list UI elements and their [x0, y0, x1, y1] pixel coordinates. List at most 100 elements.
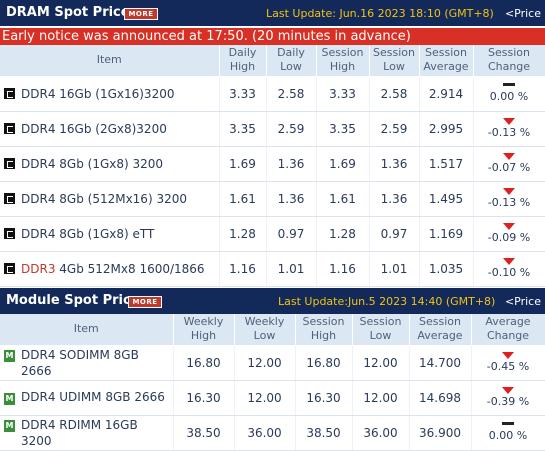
chip-icon — [4, 157, 15, 169]
session-high: 38.50 — [295, 415, 353, 451]
session-high: 3.35 — [316, 111, 370, 147]
down-arrow-icon — [503, 222, 515, 230]
col-weekly-low: Weekly Low — [234, 314, 296, 346]
module-price-link[interactable]: <Price — [504, 295, 541, 308]
item-cell[interactable]: M DDR4 RDIMM 16GB 3200 — [0, 415, 174, 451]
weekly-low: 36.00 — [234, 415, 296, 451]
dram-section-title: DRAM Spot Price — [6, 5, 130, 20]
flat-dash-icon — [503, 83, 515, 86]
dram-price-link[interactable]: <Price — [504, 7, 541, 20]
chip-icon — [4, 262, 15, 274]
session-average: 1.495 — [419, 181, 474, 217]
daily-low: 2.59 — [266, 111, 317, 147]
session-low: 2.58 — [369, 76, 420, 112]
col-session-low: Session Low — [369, 45, 420, 77]
session-high: 16.80 — [295, 345, 353, 381]
daily-high: 1.16 — [219, 251, 267, 287]
session-change: 0.00 % — [473, 76, 545, 112]
session-low: 12.00 — [352, 380, 410, 416]
module-header-bar: Module Spot Price MORE Last Update:Jun.5… — [0, 288, 545, 314]
table-row[interactable]: DDR4 16Gb (2Gx8)3200 3.35 2.59 3.35 2.59… — [0, 111, 545, 147]
session-high: 1.61 — [316, 181, 370, 217]
table-row[interactable]: DDR3 4Gb 512Mx8 1600/1866 1.16 1.01 1.16… — [0, 251, 545, 287]
down-arrow-icon — [503, 187, 515, 195]
early-notice-banner[interactable]: Early notice was announced at 17:50. (20… — [0, 28, 545, 45]
item-name[interactable]: DDR4 8Gb (1Gx8) 3200 — [21, 156, 164, 171]
session-low: 1.01 — [369, 251, 420, 287]
session-high: 16.30 — [295, 380, 353, 416]
item-name[interactable]: 4Gb 512Mx8 1600/1866 — [55, 261, 205, 276]
daily-high: 1.69 — [219, 146, 267, 182]
down-arrow-icon — [503, 117, 515, 125]
daily-low: 1.36 — [266, 181, 317, 217]
dram-header-bar: DRAM Spot Price MORE Last Update: Jun.16… — [0, 0, 545, 26]
item-cell[interactable]: DDR3 4Gb 512Mx8 1600/1866 — [0, 251, 220, 287]
weekly-high: 38.50 — [173, 415, 235, 451]
down-arrow-icon — [502, 386, 514, 394]
item-name[interactable]: DDR4 16Gb (1Gx16)3200 — [21, 86, 175, 101]
flat-dash-icon — [502, 422, 514, 425]
chip-icon — [4, 227, 15, 239]
daily-high: 1.61 — [219, 181, 267, 217]
average-change: -0.45 % — [471, 345, 545, 381]
session-average: 2.995 — [419, 111, 474, 147]
col-item: Item — [0, 45, 220, 77]
session-high: 1.28 — [316, 216, 370, 252]
item-cell[interactable]: DDR4 16Gb (1Gx16)3200 — [0, 76, 220, 112]
daily-low: 0.97 — [266, 216, 317, 252]
col-session-change: Session Change — [473, 45, 545, 77]
item-cell[interactable]: M DDR4 UDIMM 8GB 2666 — [0, 380, 174, 416]
session-average: 1.035 — [419, 251, 474, 287]
table-row[interactable]: DDR4 8Gb (512Mx16) 3200 1.61 1.36 1.61 1… — [0, 181, 545, 217]
weekly-low: 12.00 — [234, 380, 296, 416]
module-icon: M — [4, 393, 15, 405]
daily-high: 3.33 — [219, 76, 267, 112]
down-arrow-icon — [503, 257, 515, 265]
item-name[interactable]: DDR4 8Gb (1Gx8) eTT — [21, 226, 155, 241]
session-low: 36.00 — [352, 415, 410, 451]
chip-icon — [4, 192, 15, 204]
module-more-button[interactable]: MORE — [128, 296, 162, 308]
chip-icon — [4, 122, 15, 134]
weekly-high: 16.80 — [173, 345, 235, 381]
col-session-low: Session Low — [352, 314, 410, 346]
average-change: 0.00 % — [471, 415, 545, 451]
item-cell[interactable]: DDR4 8Gb (512Mx16) 3200 — [0, 181, 220, 217]
item-prefix-ddr3[interactable]: DDR3 — [21, 261, 56, 276]
session-average: 14.698 — [409, 380, 472, 416]
table-row[interactable]: M DDR4 SODIMM 8GB 2666 16.80 12.00 16.80 … — [0, 345, 545, 381]
item-name[interactable]: DDR4 8Gb (512Mx16) 3200 — [21, 191, 187, 206]
item-cell[interactable]: DDR4 16Gb (2Gx8)3200 — [0, 111, 220, 147]
session-average: 1.169 — [419, 216, 474, 252]
session-average: 2.914 — [419, 76, 474, 112]
down-arrow-icon — [502, 351, 514, 359]
item-name[interactable]: DDR4 16Gb (2Gx8)3200 — [21, 121, 167, 136]
dram-more-button[interactable]: MORE — [124, 8, 158, 20]
session-change: -0.07 % — [473, 146, 545, 182]
session-low: 0.97 — [369, 216, 420, 252]
session-high: 3.33 — [316, 76, 370, 112]
session-change: -0.10 % — [473, 251, 545, 287]
item-name[interactable]: DDR4 SODIMM 8GB 2666 — [21, 347, 139, 378]
col-daily-high: Daily High — [219, 45, 267, 77]
item-cell[interactable]: DDR4 8Gb (1Gx8) 3200 — [0, 146, 220, 182]
session-change: -0.13 % — [473, 111, 545, 147]
dram-table-header: Item Daily High Daily Low Session High Sess… — [0, 45, 545, 77]
table-row[interactable]: DDR4 8Gb (1Gx8) 3200 1.69 1.36 1.69 1.36… — [0, 146, 545, 182]
item-name[interactable]: DDR4 RDIMM 16GB 3200 — [21, 417, 138, 448]
module-table-header: Item Weekly High Weekly Low Session High Se… — [0, 314, 545, 346]
col-session-high: Session High — [295, 314, 353, 346]
session-low: 2.59 — [369, 111, 420, 147]
table-row[interactable]: DDR4 16Gb (1Gx16)3200 3.33 2.58 3.33 2.5… — [0, 76, 545, 112]
weekly-high: 16.30 — [173, 380, 235, 416]
session-high: 1.69 — [316, 146, 370, 182]
col-session-average: Session Average — [419, 45, 474, 77]
table-row[interactable]: M DDR4 UDIMM 8GB 2666 16.30 12.00 16.30 1… — [0, 380, 545, 416]
table-row[interactable]: M DDR4 RDIMM 16GB 3200 38.50 36.00 38.50 … — [0, 415, 545, 451]
item-cell[interactable]: M DDR4 SODIMM 8GB 2666 — [0, 345, 174, 381]
session-low: 12.00 — [352, 345, 410, 381]
item-name[interactable]: DDR4 UDIMM 8GB 2666 — [21, 390, 165, 404]
col-average-change: Average Change — [471, 314, 545, 346]
item-cell[interactable]: DDR4 8Gb (1Gx8) eTT — [0, 216, 220, 252]
table-row[interactable]: DDR4 8Gb (1Gx8) eTT 1.28 0.97 1.28 0.97 … — [0, 216, 545, 252]
